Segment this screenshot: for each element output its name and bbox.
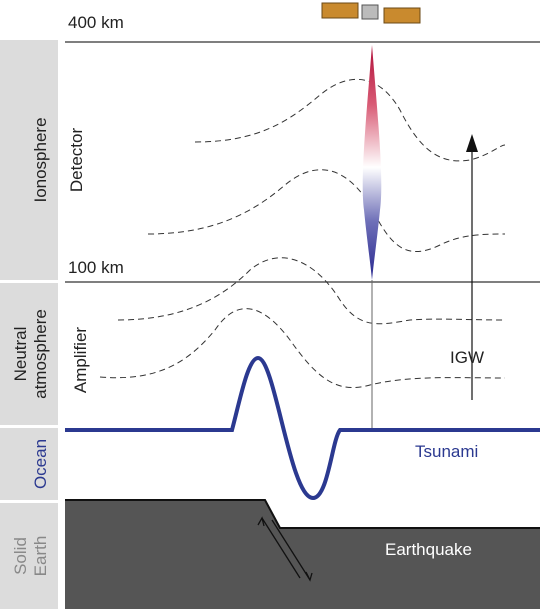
solid-earth [65, 500, 540, 609]
wave-line [99, 308, 506, 389]
layer-label: Earth [31, 536, 50, 577]
altitude-label: 100 km [68, 258, 124, 277]
earthquake-label: Earthquake [385, 540, 472, 559]
altitude-label: 400 km [68, 13, 124, 32]
layer-label: atmosphere [31, 309, 50, 399]
layer-label: Ionosphere [31, 117, 50, 202]
wave-line [147, 169, 506, 253]
igw-label: IGW [450, 348, 484, 367]
role-label: Detector [67, 128, 86, 193]
ocean-band [0, 428, 58, 500]
layer-label: Solid [11, 537, 30, 575]
role-label: Amplifier [71, 327, 90, 393]
detection-plume [362, 45, 382, 280]
tsunami-line [65, 355, 540, 501]
seafloor-line [65, 499, 540, 529]
atmosphere-band [0, 283, 58, 425]
arrow-head [466, 134, 478, 152]
fault [257, 516, 313, 582]
ionosphere-band [0, 40, 58, 280]
earth-band [0, 503, 58, 609]
wave-line [117, 257, 506, 325]
layer-label: Ocean [31, 439, 50, 489]
tsunami-label: Tsunami [415, 442, 478, 461]
satellite [321, 2, 421, 24]
wave-line [194, 79, 506, 162]
layer-label: Neutral [11, 327, 30, 382]
